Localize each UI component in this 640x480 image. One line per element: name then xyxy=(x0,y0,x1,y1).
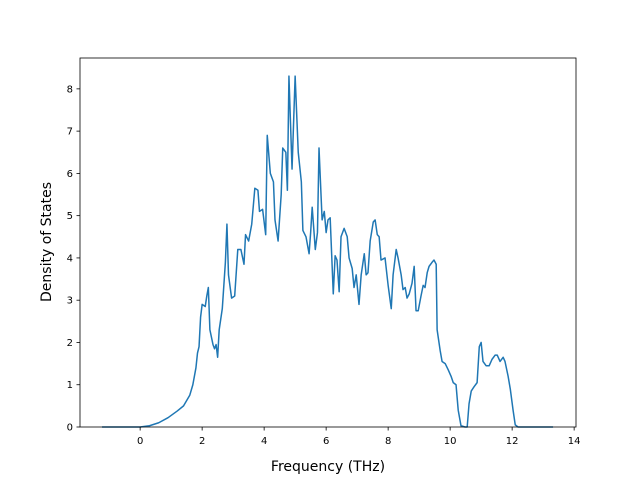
y-tick-label: 5 xyxy=(67,211,73,222)
x-tick-label: 0 xyxy=(137,436,143,447)
y-tick-label: 7 xyxy=(67,127,73,138)
y-tick-label: 6 xyxy=(67,169,73,180)
y-axis-label: Density of States xyxy=(39,182,55,302)
x-tick-label: 10 xyxy=(444,436,457,447)
line-series xyxy=(102,75,554,428)
x-tick-label: 2 xyxy=(199,436,205,447)
x-tick-label: 8 xyxy=(385,436,391,447)
y-tick-label: 4 xyxy=(67,253,73,264)
x-tick-label: 6 xyxy=(323,436,329,447)
y-tick-label: 1 xyxy=(67,380,73,391)
y-tick-label: 2 xyxy=(67,338,73,349)
plot-frame xyxy=(79,57,577,428)
x-tick-label: 14 xyxy=(568,436,581,447)
y-tick-label: 3 xyxy=(67,296,73,307)
x-axis-label: Frequency (THz) xyxy=(271,459,385,475)
y-tick-label: 0 xyxy=(67,423,73,434)
y-tick-label: 8 xyxy=(67,84,73,95)
x-tick-label: 4 xyxy=(261,436,267,447)
x-tick-label: 12 xyxy=(506,436,519,447)
